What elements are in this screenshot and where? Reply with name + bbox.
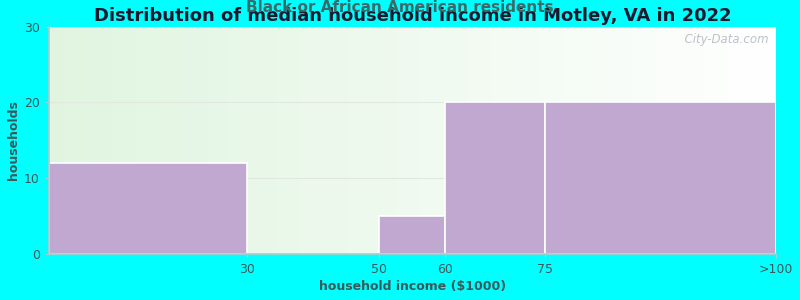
Text: Black or African American residents: Black or African American residents xyxy=(246,0,554,14)
X-axis label: household income ($1000): household income ($1000) xyxy=(319,280,506,293)
Text: City-Data.com: City-Data.com xyxy=(677,33,769,46)
Y-axis label: households: households xyxy=(7,100,20,180)
Bar xyxy=(446,102,545,254)
Bar xyxy=(545,102,776,254)
Bar xyxy=(49,163,247,254)
Title: Distribution of median household income in Motley, VA in 2022: Distribution of median household income … xyxy=(94,7,731,25)
Bar xyxy=(379,216,446,254)
